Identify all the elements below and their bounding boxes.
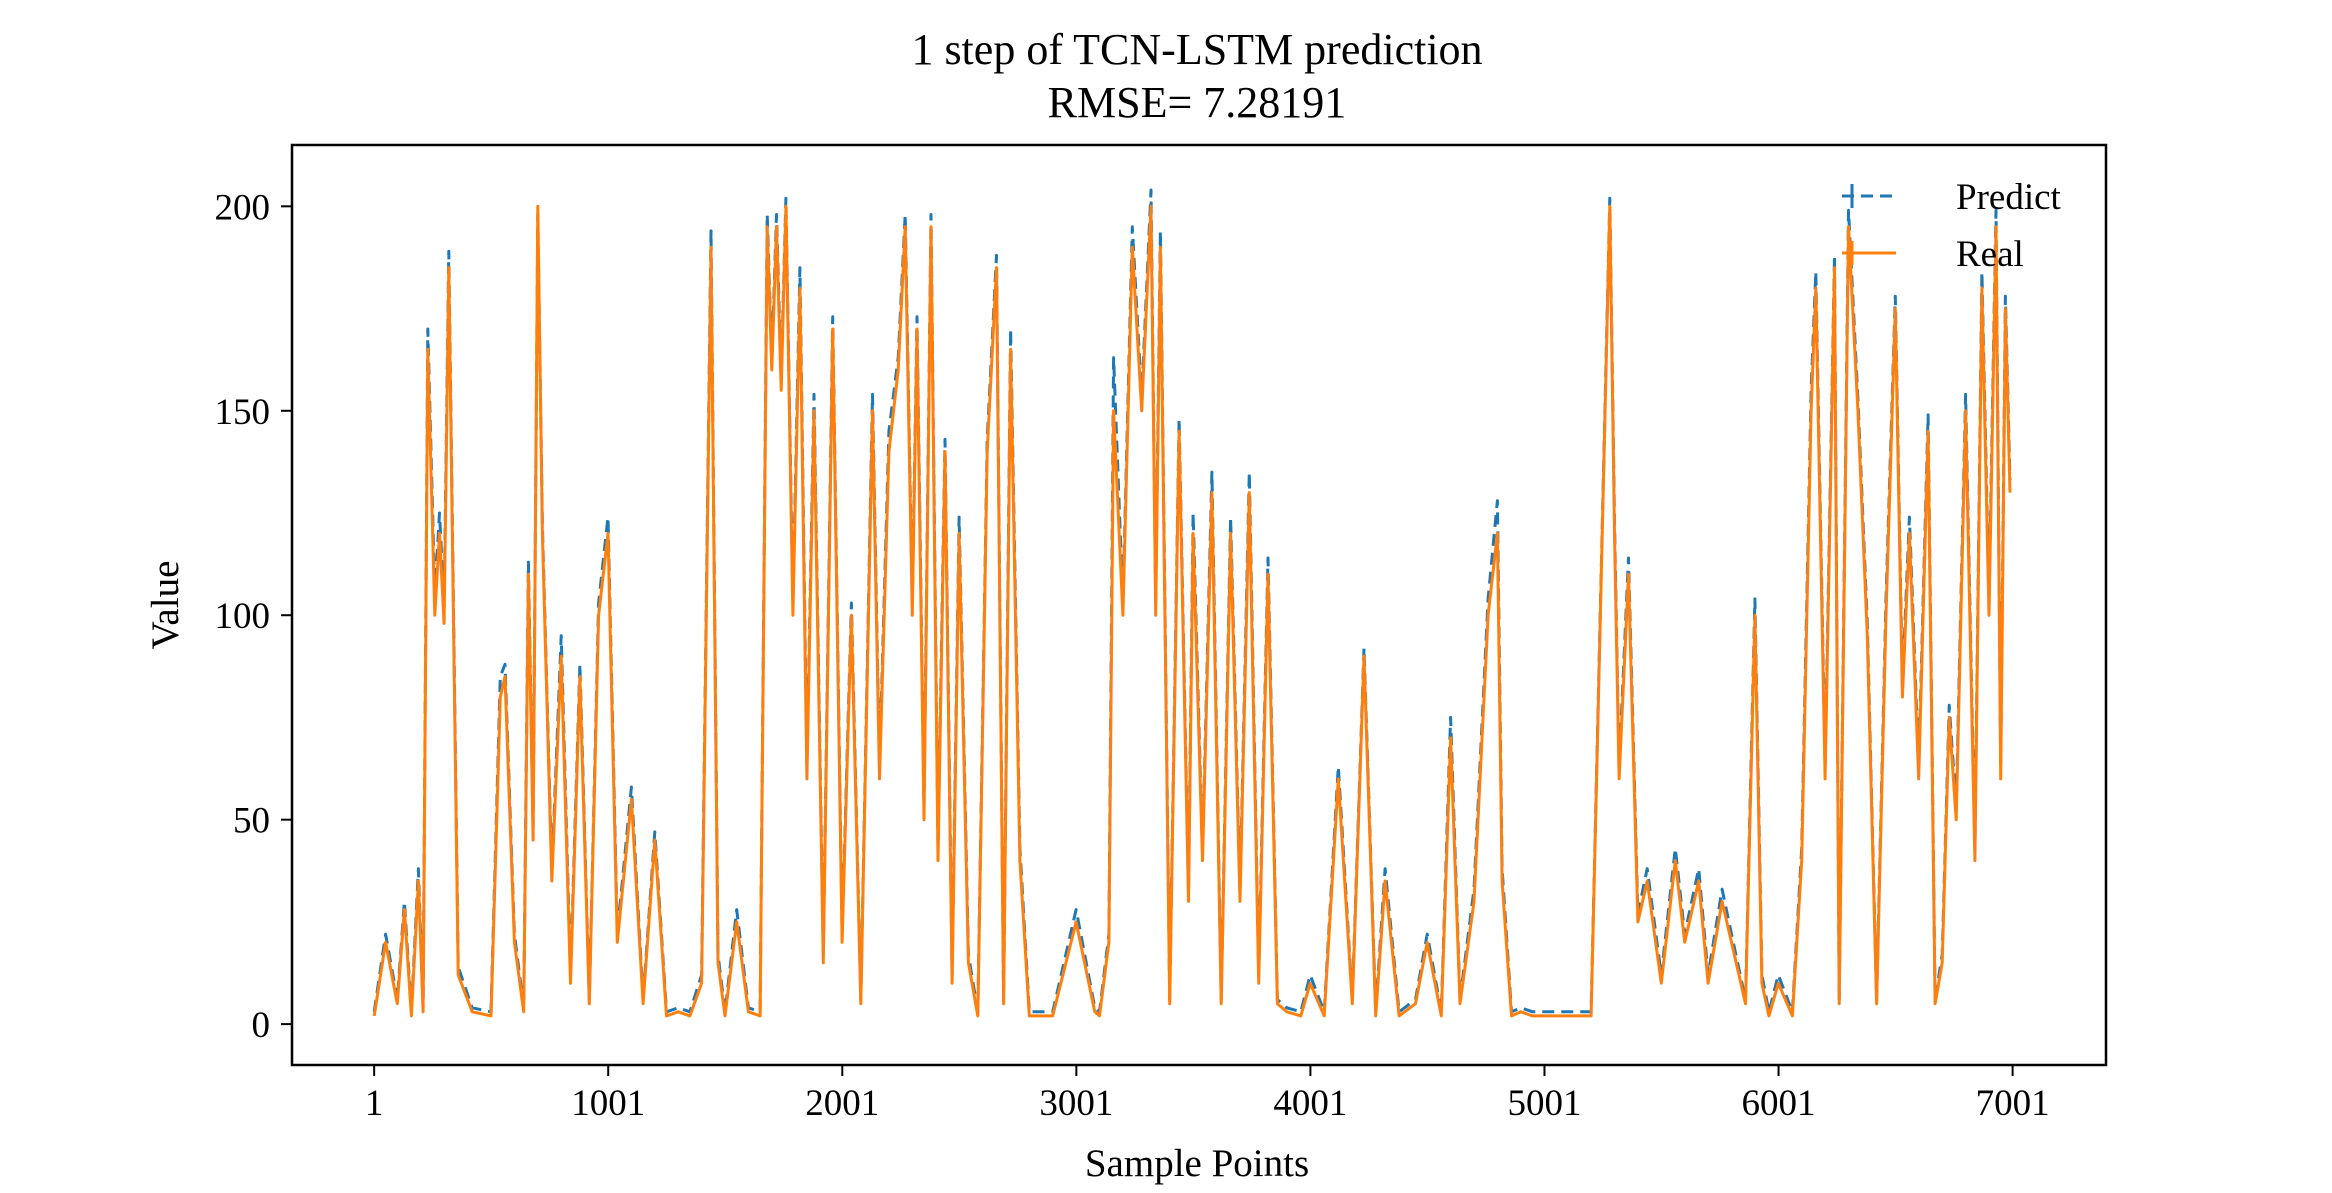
legend: Predict Real bbox=[1842, 177, 2062, 275]
x-tick-label: 6001 bbox=[1742, 1083, 1816, 1124]
plot-area bbox=[290, 143, 2108, 1067]
x-tick-label: 2001 bbox=[805, 1083, 879, 1124]
real-series-line bbox=[372, 204, 2012, 1018]
x-tick-label: 5001 bbox=[1507, 1083, 1581, 1124]
y-tick-label: 200 bbox=[215, 187, 271, 228]
y-tick-label: 50 bbox=[233, 801, 270, 842]
x-tick-label: 3001 bbox=[1039, 1083, 1113, 1124]
y-axis-ticks: 0 50 100 150 200 bbox=[215, 187, 292, 1046]
x-tick-label: 1001 bbox=[571, 1083, 645, 1124]
legend-real-label: Real bbox=[1956, 234, 2024, 275]
series-layer bbox=[372, 188, 2012, 1018]
x-tick-label: 7001 bbox=[1976, 1083, 2050, 1124]
x-axis-label: Sample Points bbox=[1085, 1142, 1309, 1185]
chart-subtitle: RMSE= 7.28191 bbox=[1048, 78, 1347, 127]
y-tick-label: 100 bbox=[215, 596, 271, 637]
y-tick-label: 150 bbox=[215, 392, 271, 433]
y-axis-label: Value bbox=[144, 561, 187, 650]
x-tick-label: 1 bbox=[365, 1083, 384, 1124]
legend-predict-label: Predict bbox=[1956, 177, 2062, 218]
x-tick-label: 4001 bbox=[1273, 1083, 1347, 1124]
chart-title: 1 step of TCN-LSTM prediction bbox=[911, 25, 1482, 74]
x-axis-ticks: 1 1001 2001 3001 4001 5001 6001 7001 bbox=[365, 1065, 2050, 1124]
y-tick-label: 0 bbox=[252, 1005, 271, 1046]
